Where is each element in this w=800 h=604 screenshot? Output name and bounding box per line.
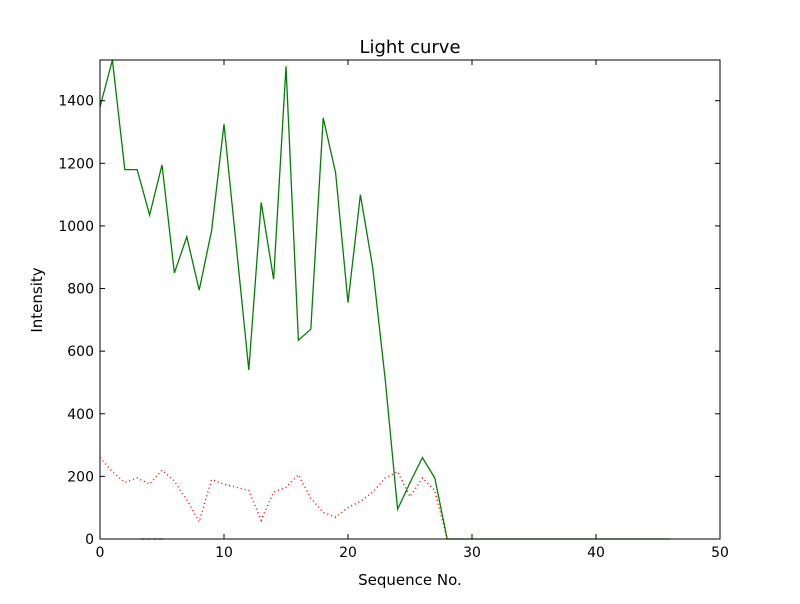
- series-line-green: [99, 59, 671, 540]
- y-tick-label: 0: [85, 532, 94, 548]
- x-tick-label: 10: [215, 545, 233, 561]
- x-tick-label: 20: [339, 545, 357, 561]
- y-tick-label: 1400: [58, 94, 94, 110]
- x-tick-label: 50: [711, 545, 729, 561]
- y-tick-label: 800: [67, 282, 94, 298]
- ticks-layer: 0 10 20 30 40 50 0 200 400 600 800 1000 1200 1400: [58, 60, 729, 561]
- y-axis-label: Intensity: [28, 267, 46, 332]
- x-axis-label: Sequence No.: [358, 571, 462, 589]
- y-tick-label: 1200: [58, 156, 94, 172]
- x-tick-label: 40: [587, 545, 605, 561]
- y-tick-label: 1000: [58, 219, 94, 235]
- series-line-red: [99, 457, 448, 540]
- y-tick-label: 400: [67, 407, 94, 423]
- x-tick-label: 0: [96, 545, 105, 561]
- chart-title: Light curve: [359, 37, 460, 58]
- y-tick-label: 600: [67, 344, 94, 360]
- x-tick-label: 30: [463, 545, 481, 561]
- y-tick-label: 200: [67, 469, 94, 485]
- plot-frame: [99, 59, 721, 540]
- series-layer: [99, 59, 671, 540]
